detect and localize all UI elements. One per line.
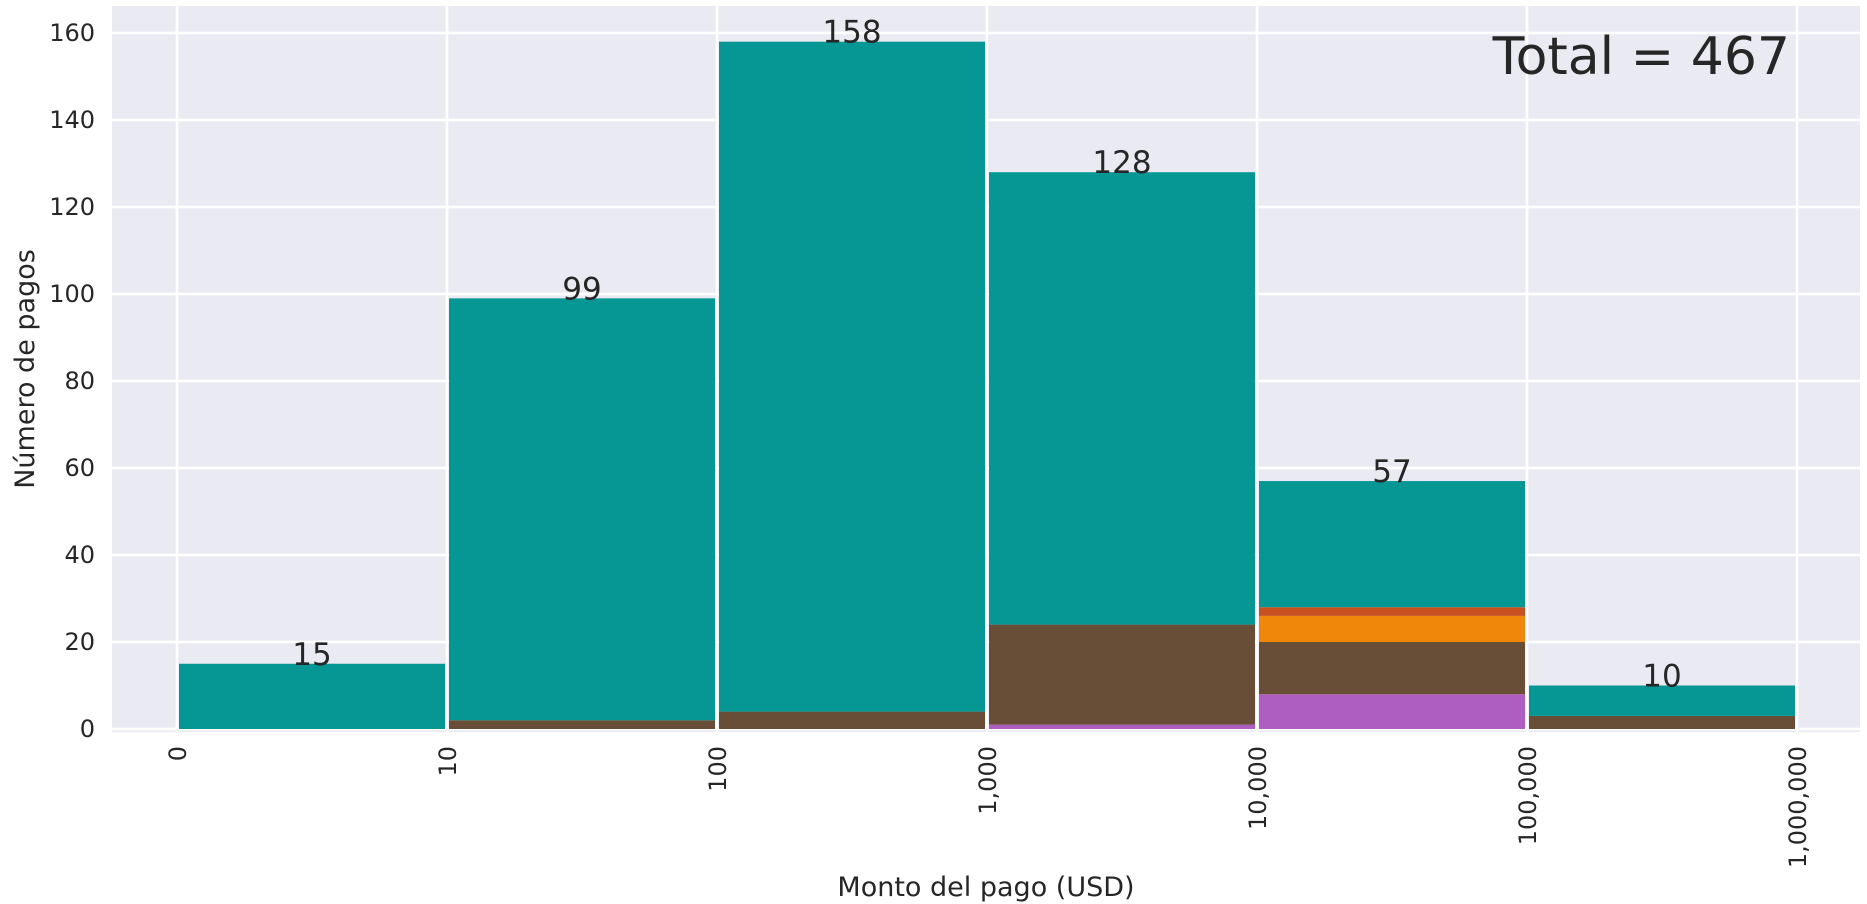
y-tick-label: 160 bbox=[49, 19, 95, 47]
bar-segment bbox=[449, 720, 715, 729]
bar-segment bbox=[989, 624, 1255, 725]
bar-total-label: 10 bbox=[1642, 659, 1681, 695]
bar-segment bbox=[989, 172, 1255, 625]
y-tick-label: 100 bbox=[49, 280, 95, 308]
bar-total-label: 15 bbox=[292, 637, 331, 673]
y-tick-label: 120 bbox=[49, 193, 95, 221]
bar-segment bbox=[1259, 607, 1525, 616]
total-annotation: Total = 467 bbox=[1492, 27, 1790, 87]
y-axis-title: Número de pagos bbox=[10, 249, 41, 489]
x-tick-label: 10,000 bbox=[1244, 746, 1272, 830]
y-tick-label: 20 bbox=[64, 628, 95, 656]
bar-labels-group: 15 99 158 128 57 10 bbox=[292, 15, 1681, 695]
bar-segment bbox=[1259, 694, 1525, 729]
x-tick-label: 100 bbox=[704, 746, 732, 792]
y-tick-label: 80 bbox=[64, 367, 95, 395]
gridlines bbox=[112, 6, 1860, 732]
bar-total-label: 158 bbox=[822, 15, 881, 51]
bar-segment bbox=[989, 724, 1255, 729]
y-tick-labels: 0 20 40 60 80 100 120 140 160 bbox=[49, 19, 95, 743]
bar-segment bbox=[179, 663, 445, 729]
bar-total-label: 99 bbox=[562, 271, 601, 307]
x-tick-label: 10 bbox=[434, 746, 462, 777]
x-tick-label: 0 bbox=[164, 746, 192, 761]
x-tick-label: 1,000 bbox=[974, 746, 1002, 815]
x-tick-label: 1,000,000 bbox=[1784, 746, 1812, 868]
bar-total-label: 57 bbox=[1372, 454, 1411, 490]
y-tick-label: 40 bbox=[64, 541, 95, 569]
bar-segment bbox=[1529, 715, 1795, 729]
y-tick-label: 0 bbox=[80, 715, 95, 743]
bar-total-label: 128 bbox=[1092, 145, 1151, 181]
x-axis-title: Monto del pago (USD) bbox=[837, 872, 1134, 903]
bar-segment bbox=[719, 711, 985, 729]
bar-segment bbox=[449, 298, 715, 721]
bar-segment bbox=[1259, 481, 1525, 608]
bar-segment bbox=[1529, 685, 1795, 716]
y-tick-label: 60 bbox=[64, 454, 95, 482]
x-tick-label: 100,000 bbox=[1514, 746, 1542, 845]
bar-segment bbox=[1259, 642, 1525, 695]
bar-segment bbox=[1259, 615, 1525, 642]
bar-segment bbox=[719, 41, 985, 712]
x-tick-labels: 0 10 100 1,000 10,000 100,000 1,000,000 bbox=[164, 746, 1812, 868]
y-tick-label: 140 bbox=[49, 106, 95, 134]
bars-group bbox=[179, 41, 1795, 729]
